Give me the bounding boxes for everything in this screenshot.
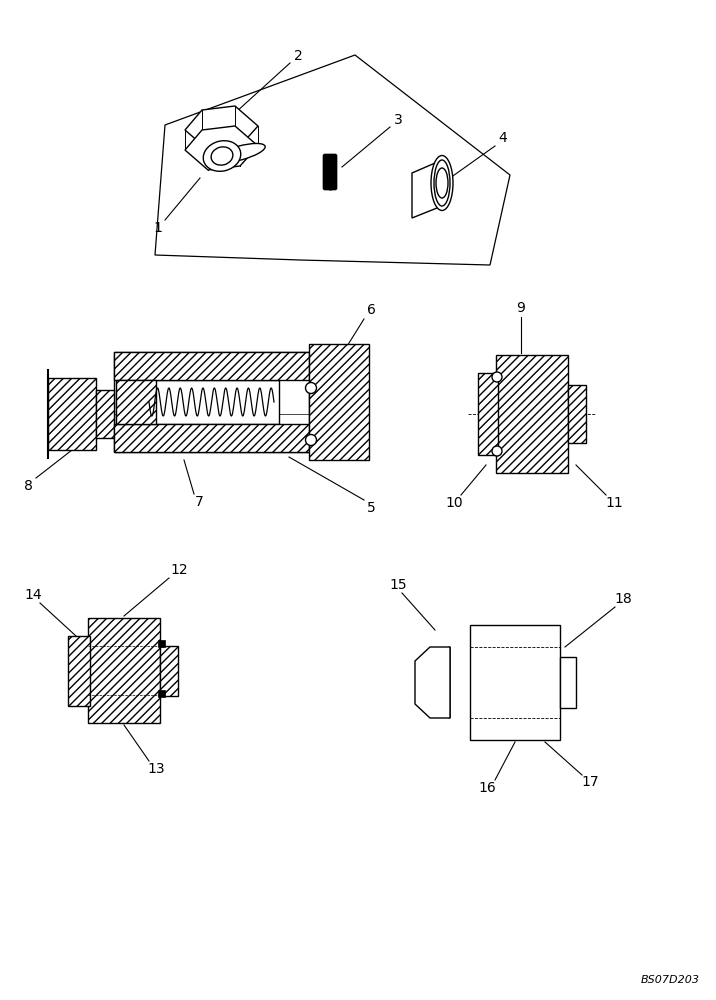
Bar bbox=[88, 618, 160, 723]
Text: 1: 1 bbox=[153, 221, 163, 235]
Bar bbox=[560, 657, 576, 708]
Text: 5: 5 bbox=[367, 501, 375, 515]
FancyBboxPatch shape bbox=[323, 154, 337, 190]
Bar bbox=[158, 640, 165, 647]
Text: 3: 3 bbox=[394, 113, 402, 127]
Text: 10: 10 bbox=[445, 496, 463, 510]
Circle shape bbox=[306, 382, 316, 393]
Text: 2: 2 bbox=[294, 49, 302, 63]
Polygon shape bbox=[412, 160, 442, 218]
Ellipse shape bbox=[211, 147, 233, 165]
Text: 16: 16 bbox=[478, 781, 496, 795]
Bar bbox=[568, 385, 586, 443]
Polygon shape bbox=[185, 126, 258, 170]
Ellipse shape bbox=[431, 155, 453, 211]
Bar bbox=[160, 646, 178, 696]
Text: 14: 14 bbox=[24, 588, 42, 602]
Bar bbox=[309, 344, 369, 460]
Bar bbox=[496, 355, 568, 473]
Bar bbox=[68, 636, 90, 706]
Ellipse shape bbox=[436, 168, 448, 198]
Text: 18: 18 bbox=[614, 592, 632, 606]
Text: 4: 4 bbox=[498, 131, 508, 145]
Bar bbox=[114, 352, 309, 452]
Text: 11: 11 bbox=[605, 496, 623, 510]
Polygon shape bbox=[415, 647, 450, 718]
Bar bbox=[116, 380, 156, 424]
Text: 9: 9 bbox=[516, 301, 526, 315]
Text: 7: 7 bbox=[195, 495, 203, 509]
Bar bbox=[114, 352, 309, 380]
Circle shape bbox=[306, 434, 316, 446]
Circle shape bbox=[492, 446, 502, 456]
Bar bbox=[144, 380, 279, 424]
Bar bbox=[48, 378, 96, 450]
Bar bbox=[158, 690, 165, 697]
Text: 17: 17 bbox=[581, 775, 599, 789]
Bar bbox=[478, 373, 498, 455]
Bar bbox=[470, 625, 560, 740]
Ellipse shape bbox=[215, 143, 265, 163]
Text: 12: 12 bbox=[170, 563, 188, 577]
Polygon shape bbox=[420, 647, 450, 718]
Text: 6: 6 bbox=[367, 303, 375, 317]
Polygon shape bbox=[185, 106, 258, 150]
Bar bbox=[114, 424, 309, 452]
Ellipse shape bbox=[203, 141, 241, 171]
Text: BS07D203: BS07D203 bbox=[641, 975, 700, 985]
Text: 8: 8 bbox=[24, 479, 32, 493]
Bar bbox=[96, 390, 114, 438]
Text: 13: 13 bbox=[147, 762, 165, 776]
Text: 15: 15 bbox=[390, 578, 407, 592]
Ellipse shape bbox=[434, 160, 450, 206]
Circle shape bbox=[492, 372, 502, 382]
